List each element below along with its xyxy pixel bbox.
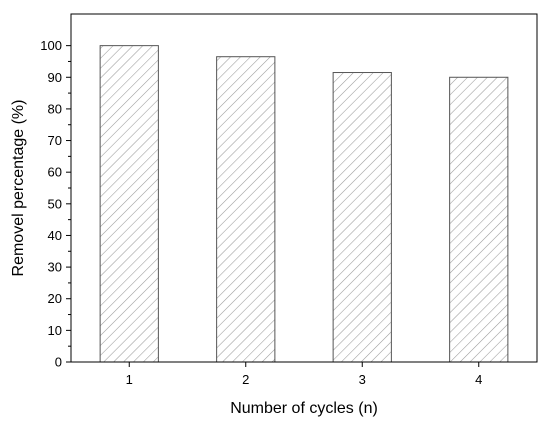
- y-tick-label: 0: [55, 355, 62, 370]
- x-axis-title: Number of cycles (n): [230, 400, 378, 417]
- x-tick-label: 1: [126, 372, 133, 387]
- y-axis: 0 10 20 30 40 50 60 70 80 90 100: [40, 38, 71, 370]
- bar-cycle-2: [216, 56, 276, 363]
- y-tick-label: 50: [48, 196, 62, 211]
- bar-cycle-4: [449, 76, 509, 363]
- bar-cycle-1: [99, 45, 159, 363]
- y-tick-label: 40: [48, 228, 62, 243]
- y-tick-label: 30: [48, 260, 62, 275]
- y-axis-title: Removel percentage (%): [10, 100, 27, 277]
- x-tick-label: 3: [359, 372, 366, 387]
- y-tick-label: 10: [48, 323, 62, 338]
- y-tick-label: 70: [48, 133, 62, 148]
- y-tick-label: 90: [48, 70, 62, 85]
- x-axis: 1 2 3 4: [126, 362, 482, 387]
- bars: [99, 45, 509, 363]
- y-tick-label: 60: [48, 165, 62, 180]
- x-tick-label: 4: [475, 372, 482, 387]
- y-tick-label: 100: [40, 38, 62, 53]
- bar-cycle-3: [332, 72, 392, 363]
- y-tick-label: 80: [48, 101, 62, 116]
- x-tick-label: 2: [242, 372, 249, 387]
- y-tick-label: 20: [48, 291, 62, 306]
